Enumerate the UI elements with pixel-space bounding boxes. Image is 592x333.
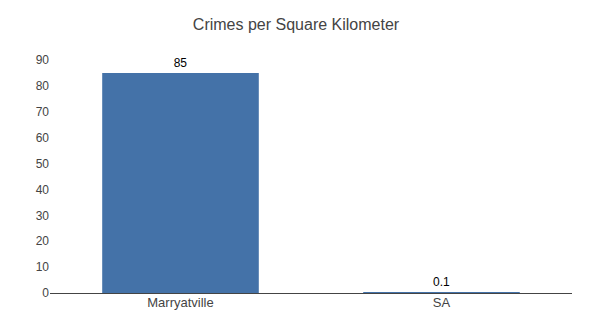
svg-text:30: 30	[36, 209, 50, 223]
svg-text:60: 60	[36, 131, 50, 145]
svg-text:0.1: 0.1	[433, 275, 450, 289]
svg-text:10: 10	[36, 260, 50, 274]
svg-text:40: 40	[36, 183, 50, 197]
svg-text:90: 90	[36, 53, 50, 67]
svg-text:20: 20	[36, 234, 50, 248]
svg-text:85: 85	[174, 56, 188, 70]
svg-text:Crimes per Square Kilometer: Crimes per Square Kilometer	[193, 16, 400, 33]
svg-text:0: 0	[42, 286, 49, 300]
svg-text:50: 50	[36, 157, 50, 171]
svg-text:Marryatville: Marryatville	[147, 295, 213, 310]
svg-text:80: 80	[36, 79, 50, 93]
svg-text:70: 70	[36, 105, 50, 119]
svg-text:SA: SA	[433, 295, 451, 310]
